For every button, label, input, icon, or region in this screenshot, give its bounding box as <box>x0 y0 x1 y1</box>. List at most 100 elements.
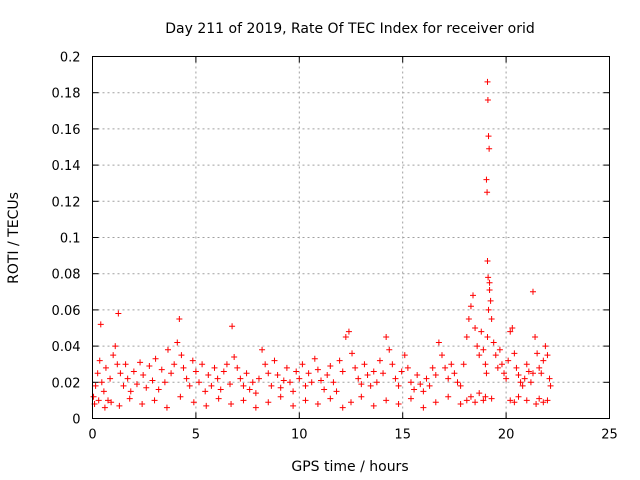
data-point <box>133 381 140 388</box>
data-point <box>386 346 393 353</box>
data-point <box>460 361 467 368</box>
data-point <box>229 323 236 330</box>
data-point <box>484 258 491 265</box>
data-point <box>214 375 221 382</box>
data-point <box>525 368 532 375</box>
data-point <box>127 388 134 395</box>
data-point <box>478 328 485 335</box>
data-point <box>299 361 306 368</box>
data-point <box>442 364 449 371</box>
data-point <box>268 382 275 389</box>
data-point <box>259 346 266 353</box>
data-point <box>107 375 114 382</box>
y-tick-label: 0.12 <box>52 195 81 210</box>
data-point <box>482 393 489 400</box>
data-point <box>302 382 309 389</box>
data-point <box>302 397 309 404</box>
y-tick-label: 0.08 <box>52 268 81 283</box>
data-point <box>420 404 427 411</box>
data-point <box>255 375 262 382</box>
data-point <box>324 372 331 379</box>
data-point <box>480 397 487 404</box>
y-tick-label: 0.02 <box>52 376 81 391</box>
data-point <box>203 402 210 409</box>
data-point <box>420 388 427 395</box>
data-point <box>348 399 354 406</box>
data-point <box>432 372 439 379</box>
data-point <box>445 393 452 400</box>
data-point <box>130 368 137 375</box>
data-point <box>277 393 284 400</box>
data-point <box>208 382 215 389</box>
data-point <box>488 395 495 402</box>
data-point <box>110 352 117 359</box>
data-point <box>290 388 297 395</box>
data-point <box>120 382 127 389</box>
data-point <box>534 350 541 357</box>
x-tick-label: 25 <box>601 428 618 443</box>
data-point <box>532 334 539 341</box>
data-point <box>407 379 414 386</box>
data-point <box>486 145 493 152</box>
data-point <box>114 361 121 368</box>
data-point <box>529 370 536 377</box>
data-point <box>511 350 518 357</box>
data-point <box>246 386 253 393</box>
data-point <box>137 359 144 366</box>
data-point <box>177 393 184 400</box>
data-point <box>358 381 365 388</box>
data-point <box>513 364 520 371</box>
data-point <box>252 390 259 397</box>
data-point <box>277 384 284 391</box>
data-point <box>293 368 300 375</box>
data-point <box>503 375 510 382</box>
data-point <box>158 366 165 373</box>
data-point <box>95 397 102 404</box>
data-point <box>342 334 349 341</box>
data-point <box>484 78 491 85</box>
data-point <box>196 379 203 386</box>
data-point <box>515 372 522 379</box>
data-point <box>274 372 281 379</box>
y-tick-label: 0.1 <box>60 232 81 247</box>
data-point <box>511 399 518 406</box>
data-point <box>223 361 230 368</box>
data-point <box>283 364 290 371</box>
data-point <box>116 402 123 409</box>
data-point <box>542 343 549 350</box>
data-point <box>243 370 250 377</box>
y-tick-label: 0.14 <box>52 159 81 174</box>
data-point <box>321 386 328 393</box>
data-point <box>395 382 402 389</box>
data-point <box>448 361 455 368</box>
data-point <box>488 315 495 322</box>
data-point <box>352 364 359 371</box>
data-point <box>115 310 122 317</box>
data-point <box>472 399 479 406</box>
chart-title: Day 211 of 2019, Rate Of TEC Index for r… <box>165 21 534 37</box>
data-point <box>483 370 490 377</box>
data-point <box>98 379 105 386</box>
data-point <box>487 297 494 304</box>
data-point <box>228 401 235 408</box>
data-point <box>451 370 458 377</box>
data-point <box>152 355 159 362</box>
data-point <box>364 372 371 379</box>
data-point <box>199 361 206 368</box>
data-point <box>474 343 481 350</box>
data-point <box>139 401 146 408</box>
data-point <box>490 339 497 346</box>
data-point <box>482 361 489 368</box>
data-point <box>192 368 199 375</box>
data-point <box>383 397 390 404</box>
data-point <box>463 397 470 404</box>
data-point <box>536 364 543 371</box>
data-point <box>457 401 464 408</box>
data-point <box>231 353 238 360</box>
data-point <box>149 377 156 384</box>
data-point <box>486 279 493 286</box>
data-point <box>429 364 436 371</box>
axis-ticks <box>92 56 610 419</box>
data-point <box>176 315 183 322</box>
data-point <box>240 382 247 389</box>
